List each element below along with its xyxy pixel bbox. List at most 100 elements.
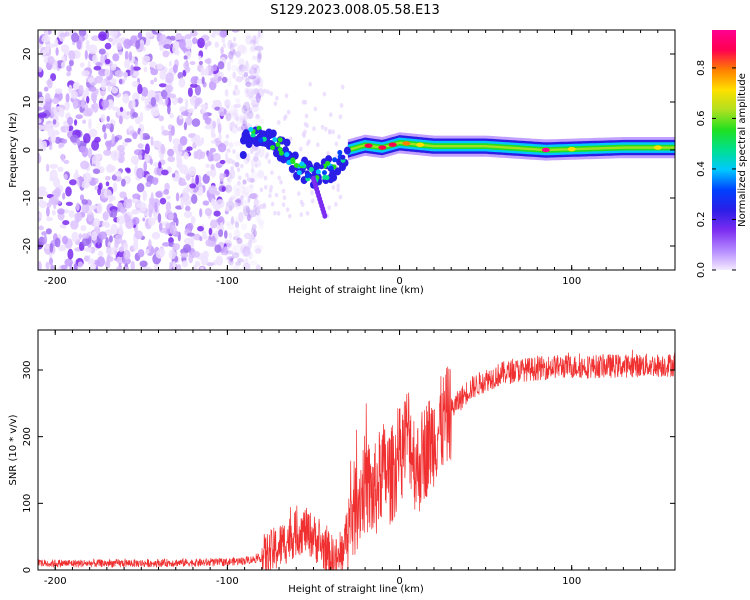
colorbar-tick-label: 0.6 — [696, 110, 707, 126]
noise-blob — [126, 168, 131, 174]
noise-blob — [224, 99, 231, 105]
spectrogram-plot-area — [38, 30, 675, 270]
noise-blob — [38, 225, 44, 231]
noise-blob — [210, 163, 215, 171]
noise-blob — [245, 60, 249, 72]
noise-blob — [212, 152, 221, 162]
noise-blob — [262, 202, 267, 208]
noise-blob — [123, 71, 128, 78]
noise-blob — [215, 199, 225, 209]
noise-blob — [221, 36, 226, 44]
drift-tail — [322, 212, 328, 219]
noise-blob — [273, 101, 278, 106]
signal-band-core — [347, 141, 675, 152]
drift-blob — [305, 160, 313, 169]
signal-hotspot — [402, 141, 411, 146]
noise-blob — [310, 198, 315, 204]
noise-blob — [183, 210, 193, 219]
noise-blob — [108, 197, 113, 203]
noise-blob — [247, 213, 251, 222]
noise-blob — [228, 198, 232, 204]
noise-blob — [111, 174, 117, 181]
noise-blob — [238, 211, 244, 223]
noise-blob — [49, 242, 54, 253]
noise-blob — [116, 144, 125, 153]
noise-blob — [274, 192, 279, 198]
noise-blob — [233, 183, 240, 191]
noise-blob — [87, 147, 93, 159]
noise-blob — [148, 61, 157, 68]
drift-blob — [239, 151, 247, 159]
noise-blob — [122, 257, 131, 265]
noise-blob — [60, 264, 68, 270]
noise-blob — [218, 133, 222, 141]
noise-blob — [45, 228, 52, 235]
noise-blob — [239, 185, 246, 193]
noise-blob — [64, 101, 70, 111]
noise-blob — [187, 112, 192, 119]
signal-hotspot — [416, 142, 425, 148]
noise-blob — [250, 75, 258, 83]
colorbar-tick-label: 0.4 — [696, 161, 707, 177]
drift-blob-core — [248, 127, 254, 132]
noise-blob — [340, 84, 345, 90]
noise-blob — [152, 177, 159, 186]
noise-blob — [269, 91, 274, 96]
noise-blob — [245, 122, 250, 128]
noise-blob — [49, 169, 58, 181]
noise-blob — [248, 106, 252, 114]
snr-x-label: Height of straight line (km) — [288, 584, 424, 595]
colorbar-tick-label: 0.0 — [696, 262, 707, 278]
noise-blob — [187, 232, 195, 237]
noise-blob — [194, 98, 201, 107]
noise-blob — [137, 143, 144, 149]
noise-blob — [245, 32, 251, 40]
noise-blob — [231, 30, 240, 33]
noise-blob — [38, 106, 43, 111]
noise-blob — [218, 229, 224, 238]
noise-blob — [229, 42, 235, 50]
noise-blob — [62, 192, 66, 200]
noise-blob — [268, 193, 272, 199]
noise-blob — [145, 31, 155, 38]
drift-blob-core — [258, 137, 264, 143]
noise-blob — [223, 246, 229, 256]
noise-blob — [238, 175, 242, 181]
noise-blob — [244, 242, 252, 251]
noise-blob — [106, 115, 110, 122]
noise-blob — [249, 237, 257, 244]
noise-blob — [179, 136, 188, 146]
noise-blob — [38, 112, 47, 118]
signal-hotspot — [364, 143, 373, 148]
noise-blob — [249, 171, 259, 182]
noise-blob — [65, 186, 72, 197]
drift-blob-core — [272, 137, 278, 143]
noise-blob — [184, 169, 189, 176]
snr-xtick-label: -100 — [216, 576, 239, 587]
noise-blob — [217, 143, 227, 153]
noise-blob — [133, 71, 140, 77]
noise-blob — [108, 235, 113, 243]
noise-blob — [265, 152, 270, 158]
noise-blob — [59, 224, 67, 229]
noise-blob — [259, 187, 264, 193]
noise-blob — [238, 69, 244, 76]
colorbar-tick-label: 0.2 — [696, 212, 707, 228]
noise-blob — [63, 173, 68, 180]
noise-blob — [258, 118, 265, 124]
noise-blob — [45, 92, 51, 102]
noise-blob — [72, 98, 78, 110]
noise-blob — [50, 196, 59, 205]
noise-blob — [202, 200, 210, 206]
noise-blob — [208, 227, 213, 236]
noise-blob — [148, 208, 153, 218]
noise-blob — [227, 76, 232, 87]
noise-blob — [250, 227, 255, 234]
noise-blob — [249, 185, 254, 194]
noise-blob — [195, 149, 203, 160]
noise-blob — [88, 44, 98, 55]
noise-blob — [49, 257, 53, 266]
noise-blob — [161, 129, 170, 136]
noise-blob — [137, 32, 143, 39]
noise-blob — [253, 198, 259, 207]
